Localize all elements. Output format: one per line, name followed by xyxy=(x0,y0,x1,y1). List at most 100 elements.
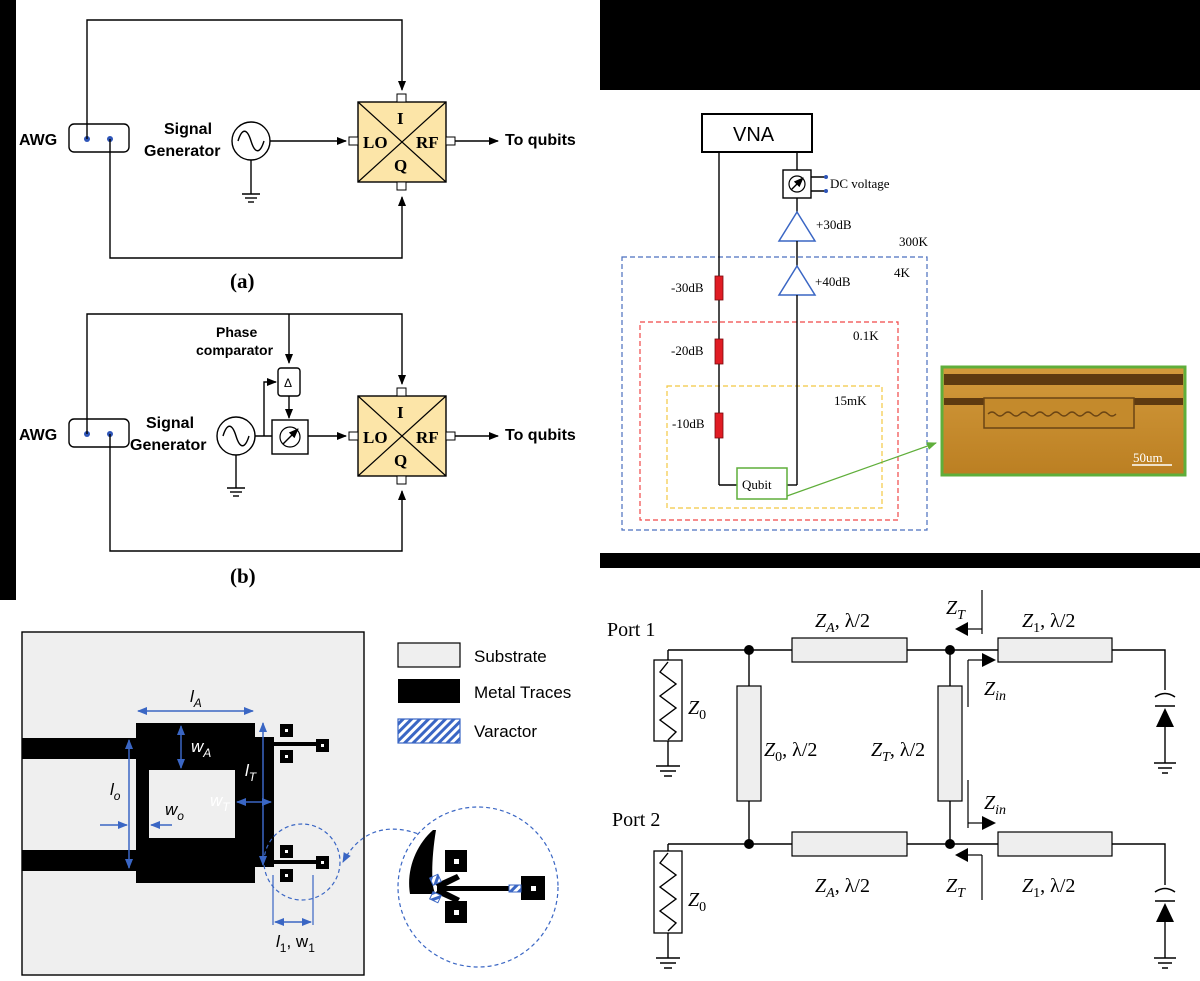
zoom-source-circle xyxy=(263,823,341,901)
vna-label: VNA xyxy=(733,124,775,146)
varactor-bottom xyxy=(1154,887,1176,969)
dim-wt: wT xyxy=(210,791,231,814)
layout-panel: lA wA lT wT lo wo l1, w1 xyxy=(21,631,571,976)
amp2-label: +40dB xyxy=(815,274,851,289)
dim-wo: wo xyxy=(165,800,184,823)
phase-label: Phase xyxy=(216,324,257,340)
stub-top xyxy=(272,724,329,763)
ring-hole xyxy=(149,770,235,838)
line-zt-shunt xyxy=(937,685,963,802)
label-za-bottom: ZA, λ/2 xyxy=(815,875,870,901)
mixer-q-b: Q xyxy=(394,451,407,470)
panel-a: AWG Signal Generator I Q LO RF xyxy=(19,19,576,293)
att1-label: -30dB xyxy=(671,280,704,295)
panel-b: AWG Phase comparator Δ Signal Generator xyxy=(19,313,576,588)
dim-wa: wA xyxy=(191,737,211,760)
feed-line-bottom xyxy=(22,850,138,871)
label-zt-top: ZT xyxy=(946,597,966,623)
dim-l1-w1: l1, w1 xyxy=(276,932,315,955)
legend-metal-swatch xyxy=(398,679,460,703)
awg-box-a xyxy=(68,123,130,153)
to-qubits-a: To qubits xyxy=(505,132,576,149)
iq-mixer-b: I Q LO RF xyxy=(348,387,456,485)
black-bar-left xyxy=(0,0,16,600)
feed-line-top xyxy=(22,738,138,759)
att2-label: -20dB xyxy=(671,343,704,358)
caption-a: (a) xyxy=(230,269,255,293)
line-za-bottom xyxy=(791,831,908,857)
generator-label-a: Generator xyxy=(144,143,220,160)
mixer-q-a: Q xyxy=(394,156,407,175)
attenuator-2 xyxy=(714,338,724,365)
dim-la: lA xyxy=(190,687,202,710)
amplifier-1 xyxy=(777,210,817,242)
circuit-panel: Port 1 Port 2 xyxy=(607,590,1176,969)
black-bar-mid-right xyxy=(600,553,1200,568)
att3-label: -10dB xyxy=(672,416,705,431)
stage-4k xyxy=(621,256,928,531)
qubit-label: Qubit xyxy=(742,477,772,492)
qubit-box xyxy=(736,467,788,500)
awg-label-b: AWG xyxy=(19,427,57,444)
temp-4k: 4K xyxy=(894,265,911,280)
label-z0-port2: Z0 xyxy=(688,889,706,915)
generator-label-b: Generator xyxy=(130,437,206,454)
line-z0-shunt xyxy=(736,685,762,802)
amp1-label: +30dB xyxy=(816,217,852,232)
qubit-micrograph: 50um xyxy=(940,365,1187,477)
port1-label: Port 1 xyxy=(607,619,655,641)
line-z1-top xyxy=(997,637,1113,663)
signal-label-a: Signal xyxy=(164,121,212,138)
stage-01k xyxy=(639,321,899,521)
ground-icon-a xyxy=(242,193,260,203)
mixer-lo-b: LO xyxy=(363,428,388,447)
temp-15mk: 15mK xyxy=(834,393,867,408)
label-z1-bottom: Z1, λ/2 xyxy=(1022,875,1075,901)
dim-lo: lo xyxy=(110,780,121,803)
label-za-top: ZA, λ/2 xyxy=(815,610,870,636)
legend-varactor-label: Varactor xyxy=(474,722,537,741)
mixer-i-b: I xyxy=(397,403,404,422)
vna-panel: VNA 300K 4K 0.1K 15mK -30dB -20dB -10dB … xyxy=(621,113,1187,531)
label-zt-shunt: ZT, λ/2 xyxy=(871,739,925,765)
temp-01k: 0.1K xyxy=(853,328,879,343)
vna-box xyxy=(701,113,813,153)
line-z1-bottom xyxy=(997,831,1113,857)
dc-voltage-label: DC voltage xyxy=(830,176,890,191)
mixer-rf-b: RF xyxy=(416,428,439,447)
to-qubits-b: To qubits xyxy=(505,427,576,444)
phase-shifter-icon xyxy=(271,419,309,455)
label-zin-top: Zin xyxy=(984,678,1006,704)
black-bar-top-right xyxy=(600,0,1200,90)
stub-bottom xyxy=(272,845,329,882)
port1-resistor xyxy=(653,659,683,777)
mixer-rf-a: RF xyxy=(416,133,439,152)
awg-label-a: AWG xyxy=(19,132,57,149)
line-za-top xyxy=(791,637,908,663)
stage-15mk xyxy=(666,385,883,509)
varactor-top xyxy=(1154,692,1176,774)
legend-varactor-swatch xyxy=(397,718,461,744)
label-zt-bottom: ZT xyxy=(946,875,966,901)
label-z0-port1: Z0 xyxy=(688,697,706,723)
legend-substrate-label: Substrate xyxy=(474,647,547,666)
ground-icon-b xyxy=(227,487,245,497)
legend-metal-label: Metal Traces xyxy=(474,683,571,702)
awg-box-b xyxy=(68,418,130,448)
label-z1-top: Z1, λ/2 xyxy=(1022,610,1075,636)
mixer-lo-a: LO xyxy=(363,133,388,152)
label-zin-bottom: Zin xyxy=(984,792,1006,818)
amplifier-2 xyxy=(777,264,817,296)
label-z0-shunt: Z0, λ/2 xyxy=(764,739,817,765)
dim-lt: lT xyxy=(245,761,258,784)
temp-300k: 300K xyxy=(899,234,929,249)
port2-label: Port 2 xyxy=(612,809,660,831)
caption-b: (b) xyxy=(230,564,256,588)
port2-resistor xyxy=(653,850,683,969)
attenuator-3 xyxy=(714,412,724,439)
zoom-detail-trace xyxy=(409,830,545,923)
mixer-i-a: I xyxy=(397,109,404,128)
comparator-label: comparator xyxy=(196,342,274,358)
signal-label-b: Signal xyxy=(146,415,194,432)
